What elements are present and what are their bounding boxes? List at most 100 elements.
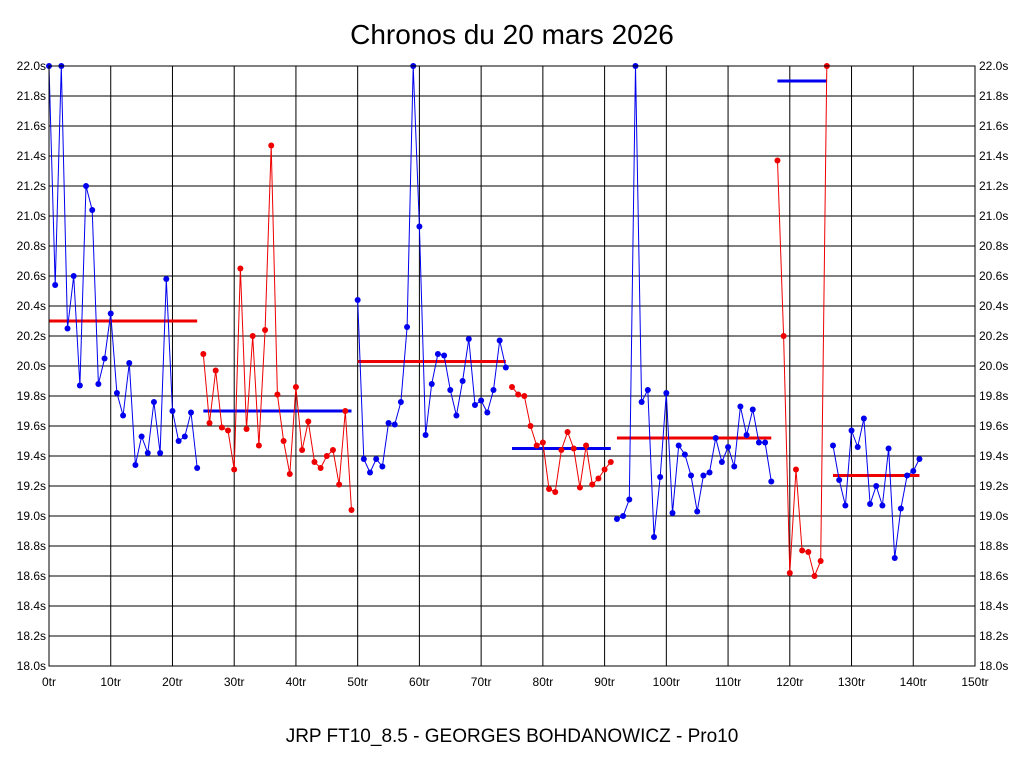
y-tick-label: 18.8s	[979, 539, 1008, 553]
data-point	[533, 442, 540, 449]
data-point	[206, 420, 213, 426]
data-point	[317, 465, 324, 471]
data-point	[342, 408, 349, 414]
y-tick-label: 20.2s	[979, 329, 1008, 343]
y-tick-label: 19.0s	[17, 509, 46, 523]
data-point	[595, 475, 602, 482]
data-point	[175, 438, 182, 444]
data-point	[564, 429, 571, 435]
data-point	[830, 442, 837, 449]
x-tick-label: 90tr	[594, 675, 615, 689]
series-line	[357, 65, 507, 474]
x-tick-label: 40tr	[286, 675, 307, 689]
data-point	[329, 447, 336, 453]
data-point	[262, 327, 269, 333]
y-tick-label: 21.4s	[979, 149, 1008, 163]
data-point	[638, 399, 645, 405]
data-point	[780, 333, 787, 339]
x-tick-label: 70tr	[471, 675, 492, 689]
data-point	[688, 472, 695, 479]
y-tick-label: 21.0s	[979, 209, 1008, 223]
y-tick-label: 20.4s	[17, 299, 46, 313]
y-tick-label: 19.0s	[979, 509, 1008, 523]
data-point	[163, 276, 170, 282]
x-tick-label: 140tr	[900, 675, 927, 689]
data-point	[292, 384, 299, 390]
y-tick-label: 19.8s	[979, 389, 1008, 403]
y-tick-label: 20.6s	[17, 269, 46, 283]
x-tick-labels: 0tr 10tr 20tr 30tr 40tr 50tr 60tr 70tr 80tr 90tr 1…	[42, 675, 989, 689]
y-tick-label: 18.4s	[17, 599, 46, 613]
y-tick-label: 18.6s	[17, 569, 46, 583]
x-tick-label: 60tr	[409, 675, 430, 689]
data-point	[792, 466, 799, 473]
data-point	[101, 355, 108, 362]
data-point	[700, 472, 707, 479]
data-point	[842, 502, 849, 509]
data-point	[459, 378, 466, 384]
data-point	[391, 421, 398, 428]
x-tick-label: 120tr	[776, 675, 803, 689]
data-point	[70, 273, 77, 279]
data-point	[694, 508, 701, 515]
data-point	[867, 501, 874, 507]
data-point	[904, 472, 911, 479]
data-point	[280, 438, 287, 444]
y-tick-label: 20.0s	[979, 359, 1008, 373]
y-tick-label: 21.6s	[17, 119, 46, 133]
data-point	[323, 453, 330, 459]
y-tick-label: 21.2s	[17, 179, 46, 193]
y-tick-label: 20.4s	[979, 299, 1008, 313]
series-line	[616, 65, 772, 538]
data-point	[434, 351, 441, 357]
data-point	[546, 486, 553, 492]
data-point	[527, 423, 534, 429]
x-tick-label: 10tr	[100, 675, 121, 689]
data-point	[144, 450, 151, 456]
data-point	[620, 513, 627, 519]
chart-title: Chronos du 20 mars 2026	[350, 19, 674, 50]
mean-lines	[49, 79, 920, 477]
data-point	[348, 507, 355, 513]
data-point	[367, 469, 374, 476]
data-point	[854, 444, 861, 450]
data-point	[626, 496, 633, 503]
data-point	[731, 463, 738, 470]
data-point	[836, 477, 843, 483]
y-tick-labels-left: 18.0s 18.2s 18.4s 18.6s 18.8s 19.0s 19.2s 19.4s…	[17, 59, 46, 673]
y-tick-label: 19.8s	[17, 389, 46, 403]
y-tick-labels-right: 18.0s 18.2s 18.4s 18.6s 18.8s 19.0s 19.2s 19.4s…	[979, 59, 1008, 673]
data-point	[885, 445, 892, 452]
data-point	[157, 450, 164, 456]
data-point	[879, 502, 886, 509]
y-tick-label: 18.8s	[17, 539, 46, 553]
data-point	[663, 390, 670, 396]
data-point	[601, 466, 608, 473]
data-point	[583, 442, 590, 449]
data-point	[675, 442, 682, 449]
chart-footer: JRP FT10_8.5 - GEORGES BOHDANOWICZ - Pro…	[286, 726, 739, 747]
data-point	[465, 336, 472, 342]
data-point	[484, 409, 491, 416]
data-point	[558, 447, 565, 453]
y-tick-label: 21.6s	[979, 119, 1008, 133]
data-point	[749, 406, 756, 413]
data-point	[786, 570, 793, 576]
data-point	[860, 415, 867, 422]
data-point	[589, 481, 596, 488]
y-tick-label: 19.2s	[17, 479, 46, 493]
data-point	[268, 142, 275, 149]
data-point	[570, 445, 577, 452]
data-point	[817, 558, 824, 564]
data-point	[243, 426, 250, 432]
data-points	[46, 63, 923, 579]
data-point	[669, 510, 676, 516]
data-point	[471, 402, 478, 408]
x-tick-label: 20tr	[162, 675, 183, 689]
data-point	[107, 310, 114, 317]
data-point	[150, 399, 157, 405]
data-point	[404, 324, 411, 330]
data-point	[181, 433, 188, 440]
data-point	[805, 549, 812, 555]
